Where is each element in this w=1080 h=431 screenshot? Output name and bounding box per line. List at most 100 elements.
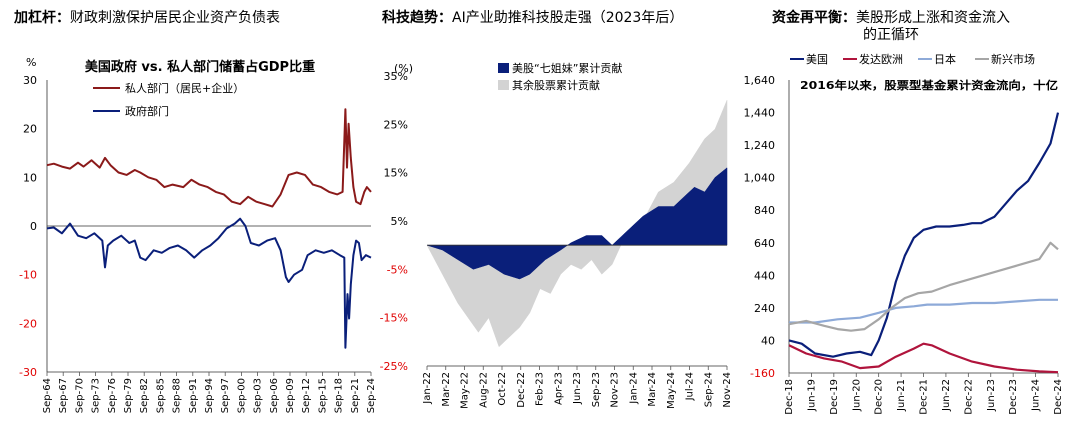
panel-title-1: 加杠杆：财政刺激保护居民企业资产负债表 — [14, 10, 280, 27]
panel-title-2-text: AI产业助推科技股走强（2023年后） — [452, 10, 684, 26]
chart2-xtick-label: Apr-23 — [553, 372, 564, 405]
chart3-xtick-label: Jun-24 — [1031, 379, 1042, 412]
chart3-xtick-label: Jun-21 — [896, 379, 907, 412]
chart1-xtick-label: Sep-12 — [301, 378, 312, 413]
chart3-xtick-label: Dec-23 — [1008, 379, 1019, 415]
chart1-series-government — [46, 217, 372, 349]
panel-title-3: 资金再平衡：美股形成上涨和资金流入 的正循环 — [772, 10, 1010, 44]
chart1-xtick-label: Sep-70 — [74, 378, 85, 413]
panel-title-1-text: 财政刺激保护居民企业资产负债表 — [70, 10, 280, 26]
chart3-ytick-label: 40 — [761, 334, 775, 347]
chart3-ytick-label: 440 — [754, 269, 775, 282]
chart2-ytick-label: -5% — [387, 263, 408, 276]
chart3-xtick-label: Dec-20 — [874, 379, 885, 415]
chart3-legend-label-us: 美国 — [806, 53, 828, 66]
chart3-xtick-label: Dec-19 — [829, 379, 840, 415]
chart2-series-mag7-area — [426, 167, 728, 280]
chart3-ytick-label: 1,240 — [744, 139, 776, 152]
chart3-ytick-label: 1,040 — [744, 172, 776, 185]
chart2-xtick-label: Nov-23 — [610, 372, 621, 408]
chart3-xtick-label: Jun-22 — [941, 379, 952, 412]
chart1-ytick-label: -30 — [19, 366, 37, 379]
chart1-xtick-label: Sep-06 — [269, 378, 280, 413]
panel-title-3-line2: 的正循环 — [863, 27, 919, 43]
chart2-xtick-label: Mar-22 — [441, 372, 452, 407]
chart1-ytick-label: 20 — [23, 123, 37, 136]
chart3-xtick-label: Dec-18 — [784, 379, 795, 415]
chart3-legend-label-japan: 日本 — [934, 52, 956, 66]
chart1-ytick-label: -20 — [19, 317, 37, 330]
chart3-series-japan — [789, 298, 1058, 324]
chart1-xtick-label: Sep-94 — [204, 378, 215, 413]
chart2-xtick-label: Dec-22 — [516, 372, 527, 408]
panel-title-3-bold: 资金再平衡： — [772, 10, 856, 26]
panel-title-3-text: 美股形成上涨和资金流入 — [856, 10, 1010, 26]
chart1-xtick-label: Sep-24 — [366, 378, 377, 413]
chart3-xtick-label: Dec-21 — [919, 379, 930, 415]
chart3-series-em — [788, 241, 1059, 332]
chart3-legend-label-em: 新兴市场 — [991, 52, 1035, 66]
panel-title-1-bold: 加杠杆： — [14, 10, 70, 26]
chart3-title: 2016年以来，股票型基金累计资金流向，十亿 — [800, 78, 1058, 92]
chart2-ytick-label: -15% — [380, 312, 408, 325]
chart1-ytick-label: -10 — [19, 269, 37, 282]
chart2-xtick-label: Jun-23 — [572, 372, 583, 405]
chart3-series-europe — [788, 342, 1059, 374]
chart3-ytick-label: 1,640 — [744, 74, 776, 87]
panel-title-2: 科技趋势：AI产业助推科技股走强（2023年后） — [382, 10, 683, 27]
chart3-ytick-label: 1,440 — [744, 107, 776, 120]
chart1-xtick-label: Sep-97 — [220, 378, 231, 413]
chart3-xtick-label: Jun-23 — [986, 379, 997, 412]
chart1-ylabel: % — [26, 56, 36, 69]
chart3-xtick-label: Dec-22 — [963, 379, 974, 415]
chart1-legend-label-government: 政府部门 — [125, 104, 169, 118]
chart2-xtick-label: Jan-22 — [422, 372, 433, 405]
chart1-xtick-label: Sep-15 — [317, 378, 328, 413]
chart2-ytick-label: 25% — [384, 118, 408, 131]
chart1-xtick-label: Sep-67 — [58, 378, 69, 413]
chart2-ytick-label: 5% — [391, 215, 408, 228]
chart1-title: 美国政府 vs. 私人部门储蓄占GDP比重 — [85, 59, 315, 75]
chart3-xtick-label: Dec-24 — [1053, 379, 1064, 415]
chart1-series-private — [46, 108, 372, 208]
chart1-xtick-label: Sep-82 — [139, 378, 150, 413]
chart1-xtick-label: Sep-00 — [236, 378, 247, 413]
chart1-xtick-label: Sep-79 — [123, 378, 134, 413]
chart1-xtick-label: Sep-21 — [350, 378, 361, 413]
chart3-ytick-label: -160 — [750, 367, 775, 380]
chart2-series-others-area — [426, 100, 728, 348]
chart3-xtick-label: Jun-20 — [851, 379, 862, 412]
chart1-xtick-label: Sep-76 — [107, 378, 118, 413]
chart2-xtick-label: Sep-24 — [703, 372, 714, 407]
chart1-xtick-label: Sep-18 — [334, 378, 345, 413]
chart2-ytick-label: 35% — [384, 70, 408, 83]
chart2-xtick-label: May-24 — [666, 372, 677, 409]
chart2-xtick-label: Jul-24 — [685, 372, 696, 401]
chart2-xtick-label: Mar-24 — [647, 372, 658, 407]
chart1-xtick-label: Sep-64 — [42, 378, 53, 413]
chart2-xtick-label: Sep-23 — [591, 372, 602, 407]
chart2-legend-swatch-others — [498, 80, 509, 90]
chart1-legend-label-private: 私人部门（居民+企业） — [125, 81, 244, 95]
chart1-xtick-label: Sep-91 — [188, 378, 199, 413]
chart2-xtick-label: May-22 — [460, 372, 471, 409]
chart1-ytick-label: 10 — [23, 171, 37, 184]
chart2-xtick-label: Oct-22 — [497, 372, 508, 406]
panel-title-3-line1: 资金再平衡：美股形成上涨和资金流入 — [772, 10, 1010, 27]
chart3-legend-label-europe: 发达欧洲 — [859, 52, 903, 66]
chart2-ytick-label: -25% — [380, 360, 408, 373]
chart2-ytick-label: 15% — [384, 167, 408, 180]
chart2-ylabel: (%) — [394, 62, 413, 75]
chart2-legend-swatch-mag7 — [498, 63, 509, 73]
chart3-series-us — [788, 112, 1060, 358]
chart1-ytick-label: 0 — [30, 220, 37, 233]
chart3-ytick-label: 840 — [754, 204, 775, 217]
chart2-legend-label-others: 其余股票累计贡献 — [512, 78, 600, 92]
chart1-xtick-label: Sep-73 — [91, 378, 102, 413]
chart2-xtick-label: Nov-24 — [722, 372, 733, 408]
chart2-legend-label-mag7: 美股“七姐妹”累计贡献 — [512, 61, 622, 75]
chart3-ytick-label: 240 — [754, 302, 775, 315]
chart1-ytick-label: 30 — [23, 74, 37, 87]
chart2-xtick-label: Aug-22 — [478, 372, 489, 408]
